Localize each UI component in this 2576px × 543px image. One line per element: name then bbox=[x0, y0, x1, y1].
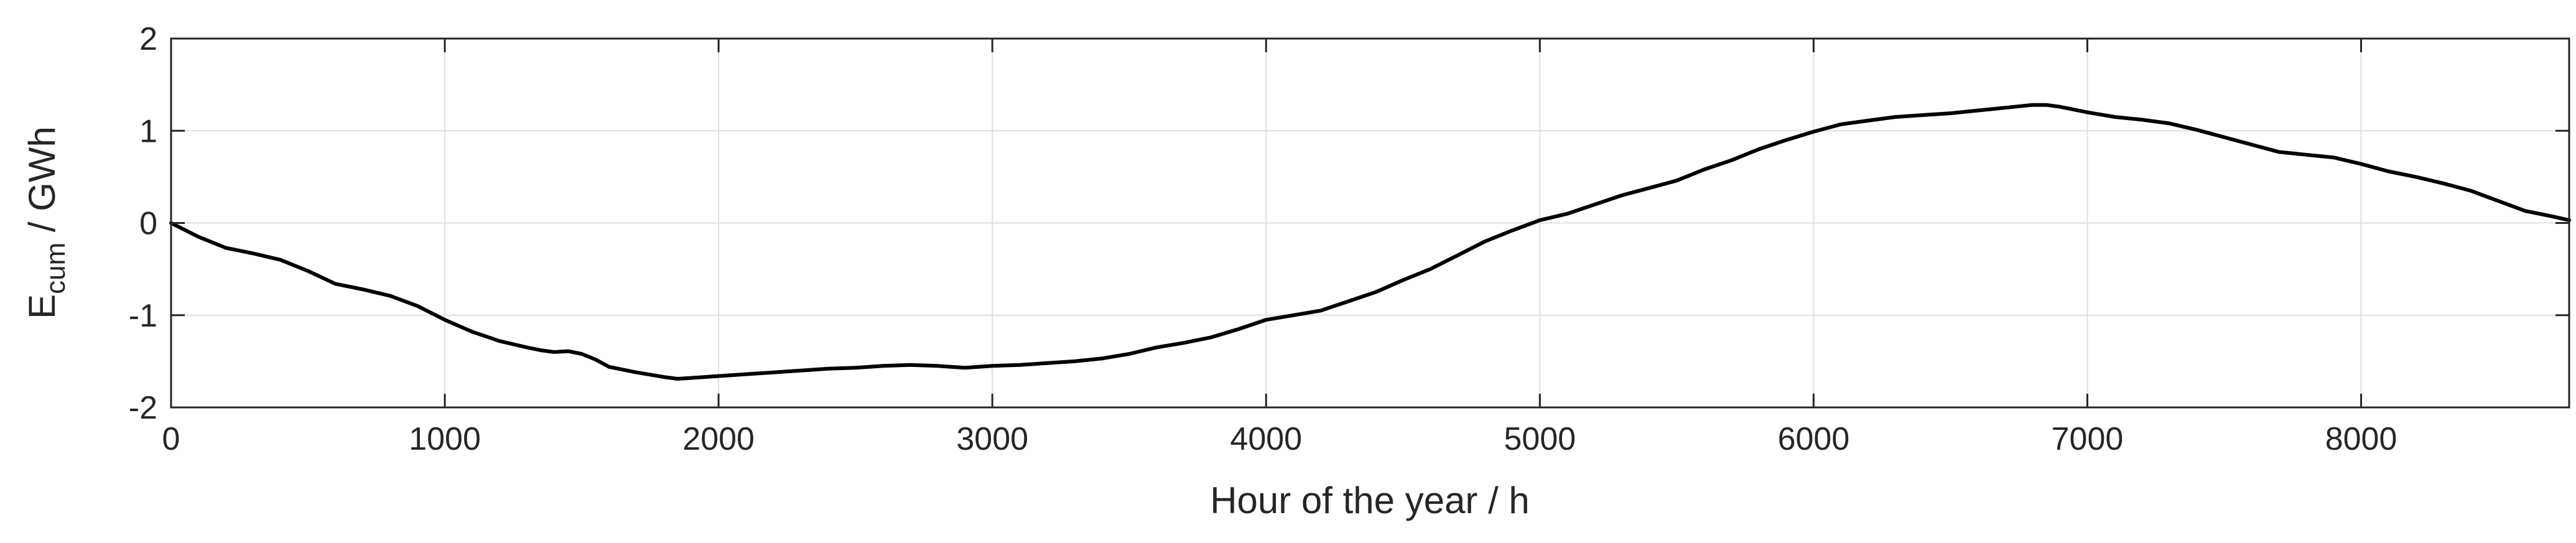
series-line bbox=[169, 103, 2571, 381]
y-tick-label: -1 bbox=[129, 298, 157, 334]
x-tick-label: 3000 bbox=[956, 421, 1028, 457]
y-axis-label-subscript: cum bbox=[40, 243, 71, 294]
y-tick-label: 1 bbox=[139, 113, 157, 149]
y-tick-label: 2 bbox=[139, 21, 157, 57]
x-tick-label: 0 bbox=[162, 421, 180, 457]
x-tick-label: 4000 bbox=[1230, 421, 1302, 457]
x-tick-label: 8000 bbox=[2325, 421, 2397, 457]
x-tick-label: 1000 bbox=[409, 421, 481, 457]
x-tick-label: 6000 bbox=[1778, 421, 1850, 457]
y-axis-label-main: E bbox=[21, 294, 63, 319]
grid-lines bbox=[171, 39, 2569, 407]
x-tick-label: 7000 bbox=[2052, 421, 2124, 457]
y-tick-label: 0 bbox=[139, 206, 157, 242]
tick-marks bbox=[170, 37, 2569, 409]
y-tick-label: -2 bbox=[129, 390, 157, 426]
y-tick-labels: -2 -1 0 1 2 bbox=[129, 21, 157, 426]
x-tick-label: 5000 bbox=[1504, 421, 1576, 457]
y-axis-label: Ecum / GWh bbox=[21, 126, 71, 319]
y-axis-label-suffix: / GWh bbox=[21, 126, 63, 243]
series-group bbox=[169, 103, 2571, 381]
x-tick-labels: 0 1000 2000 3000 4000 5000 6000 7000 8000 bbox=[162, 421, 2397, 457]
x-tick-label: 2000 bbox=[682, 421, 755, 457]
x-axis-label: Hour of the year / h bbox=[1210, 480, 1530, 521]
